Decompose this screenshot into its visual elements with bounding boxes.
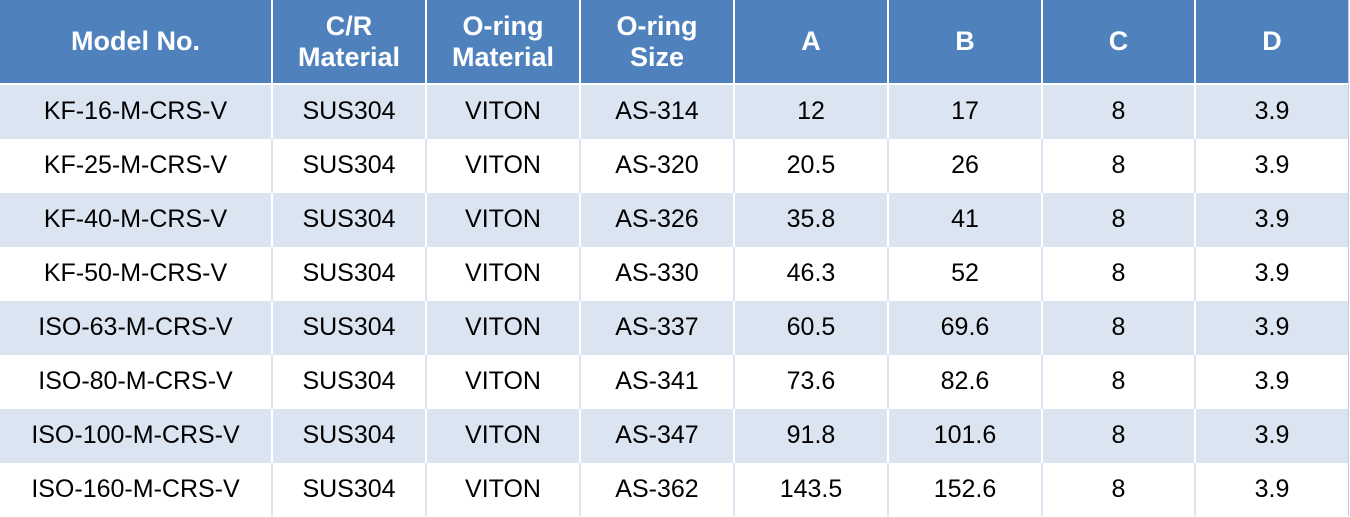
cell-oring-material: VITON [426, 353, 581, 408]
cell-d: 3.9 [1195, 353, 1348, 408]
header-oring-size: O-ring Size [580, 0, 735, 84]
cell-c: 8 [1042, 353, 1196, 408]
cell-cr-material: SUS304 [272, 299, 427, 354]
cell-cr-material: SUS304 [272, 461, 427, 516]
cell-oring-size: AS-337 [580, 299, 735, 354]
cell-cr-material: SUS304 [272, 191, 427, 246]
table-row: ISO-80-M-CRS-V SUS304 VITON AS-341 73.6 82.6 8… [0, 353, 1348, 408]
cell-d: 3.9 [1195, 83, 1348, 138]
header-d: D [1195, 0, 1348, 84]
cell-a: 91.8 [734, 407, 889, 462]
cell-oring-size: AS-347 [580, 407, 735, 462]
cell-oring-size: AS-362 [580, 461, 735, 516]
header-label-line2: Material [297, 41, 401, 72]
cell-d: 3.9 [1195, 137, 1348, 192]
cell-a: 73.6 [734, 353, 889, 408]
cell-model-no: ISO-63-M-CRS-V [0, 299, 273, 354]
table-row: ISO-63-M-CRS-V SUS304 VITON AS-337 60.5 69.6 8… [0, 299, 1348, 354]
cell-model-no: ISO-80-M-CRS-V [0, 353, 273, 408]
cell-c: 8 [1042, 191, 1196, 246]
cell-model-no: KF-40-M-CRS-V [0, 191, 273, 246]
header-a: A [734, 0, 889, 84]
header-oring-material: O-ring Material [426, 0, 581, 84]
cell-oring-size: AS-341 [580, 353, 735, 408]
cell-model-no: ISO-100-M-CRS-V [0, 407, 273, 462]
cell-d: 3.9 [1195, 245, 1348, 300]
cell-oring-material: VITON [426, 299, 581, 354]
cell-d: 3.9 [1195, 461, 1348, 516]
cell-oring-size: AS-326 [580, 191, 735, 246]
cell-a: 143.5 [734, 461, 889, 516]
cell-oring-material: VITON [426, 83, 581, 138]
cell-oring-material: VITON [426, 461, 581, 516]
cell-cr-material: SUS304 [272, 137, 427, 192]
cell-a: 12 [734, 83, 889, 138]
cell-b: 69.6 [888, 299, 1043, 354]
header-b: B [888, 0, 1043, 84]
cell-model-no: ISO-160-M-CRS-V [0, 461, 273, 516]
header-label: A [801, 26, 821, 56]
cell-d: 3.9 [1195, 407, 1348, 462]
cell-model-no: KF-16-M-CRS-V [0, 83, 273, 138]
cell-b: 152.6 [888, 461, 1043, 516]
header-label-line1: O-ring [616, 10, 698, 41]
header-row: Model No. C/R Material O-ring Material O… [0, 0, 1348, 84]
cell-a: 60.5 [734, 299, 889, 354]
cell-d: 3.9 [1195, 299, 1348, 354]
cell-cr-material: SUS304 [272, 83, 427, 138]
cell-c: 8 [1042, 245, 1196, 300]
table-body: KF-16-M-CRS-V SUS304 VITON AS-314 12 17 8 3.9 KF… [0, 83, 1348, 516]
table-row: ISO-160-M-CRS-V SUS304 VITON AS-362 143.5 152… [0, 461, 1348, 516]
cell-c: 8 [1042, 461, 1196, 516]
table-row: KF-25-M-CRS-V SUS304 VITON AS-320 20.5 26 8 3.9 [0, 137, 1348, 192]
cell-oring-size: AS-320 [580, 137, 735, 192]
table-row: KF-16-M-CRS-V SUS304 VITON AS-314 12 17 8 3.9 [0, 83, 1348, 138]
cell-cr-material: SUS304 [272, 245, 427, 300]
table-row: KF-40-M-CRS-V SUS304 VITON AS-326 35.8 41 8 3.9 [0, 191, 1348, 246]
cell-a: 35.8 [734, 191, 889, 246]
header-label-line1: O-ring [462, 10, 544, 41]
cell-cr-material: SUS304 [272, 407, 427, 462]
header-c: C [1042, 0, 1196, 84]
cell-b: 82.6 [888, 353, 1043, 408]
cell-c: 8 [1042, 299, 1196, 354]
header-label: Model No. [71, 26, 200, 56]
cell-model-no: KF-25-M-CRS-V [0, 137, 273, 192]
cell-c: 8 [1042, 407, 1196, 462]
cell-b: 101.6 [888, 407, 1043, 462]
cell-model-no: KF-50-M-CRS-V [0, 245, 273, 300]
cell-oring-size: AS-330 [580, 245, 735, 300]
cell-oring-material: VITON [426, 191, 581, 246]
cell-b: 17 [888, 83, 1043, 138]
cell-oring-material: VITON [426, 245, 581, 300]
cell-oring-material: VITON [426, 137, 581, 192]
header-label: D [1262, 26, 1282, 56]
cell-b: 52 [888, 245, 1043, 300]
cell-c: 8 [1042, 137, 1196, 192]
table-header: Model No. C/R Material O-ring Material O… [0, 0, 1348, 84]
table-row: KF-50-M-CRS-V SUS304 VITON AS-330 46.3 52 8 3.9 [0, 245, 1348, 300]
cell-oring-size: AS-314 [580, 83, 735, 138]
cell-oring-material: VITON [426, 407, 581, 462]
header-model-no: Model No. [0, 0, 273, 84]
header-cr-material: C/R Material [272, 0, 427, 84]
cell-d: 3.9 [1195, 191, 1348, 246]
cell-cr-material: SUS304 [272, 353, 427, 408]
table-row: ISO-100-M-CRS-V SUS304 VITON AS-347 91.8 101.… [0, 407, 1348, 462]
header-label: C [1108, 26, 1129, 56]
cell-b: 41 [888, 191, 1043, 246]
cell-a: 20.5 [734, 137, 889, 192]
header-label-line2: Size [629, 41, 685, 72]
cell-c: 8 [1042, 83, 1196, 138]
cell-a: 46.3 [734, 245, 889, 300]
header-label-line1: C/R [325, 10, 373, 41]
header-label-line2: Material [451, 41, 555, 72]
cell-b: 26 [888, 137, 1043, 192]
header-label: B [955, 26, 975, 56]
